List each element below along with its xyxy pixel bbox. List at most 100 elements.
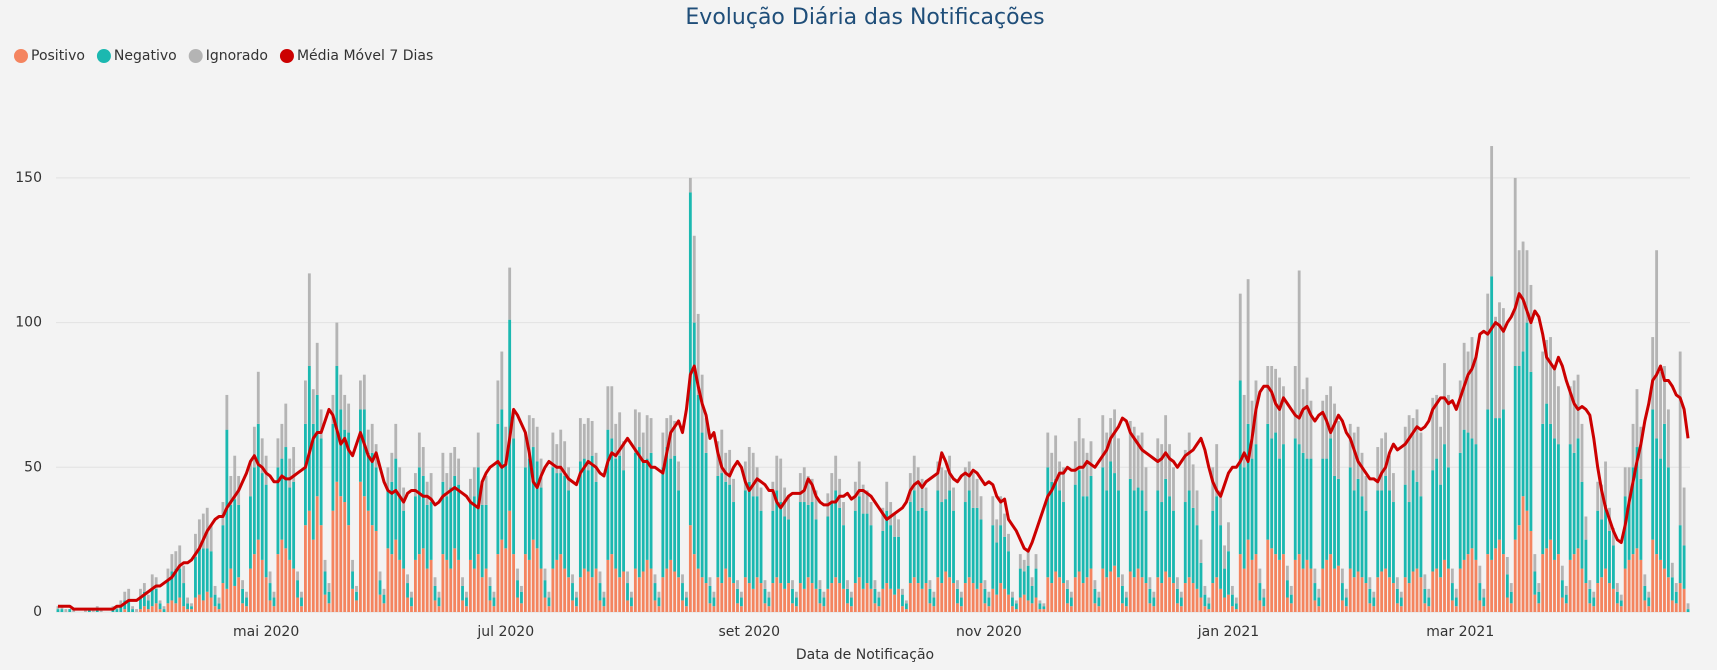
bar-segment: [182, 606, 186, 612]
bar-segment: [1588, 603, 1592, 612]
bar-segment: [940, 583, 944, 612]
bar-segment: [1227, 551, 1230, 595]
bar-segment: [928, 588, 932, 604]
bar-segment: [963, 467, 967, 503]
bar-segment: [1164, 478, 1168, 572]
bar-segment: [508, 510, 512, 612]
bar-segment: [1085, 577, 1089, 612]
bar-segment: [315, 394, 319, 497]
bar-segment: [1030, 577, 1034, 586]
bar-segment: [798, 583, 802, 612]
bar-segment: [245, 591, 248, 598]
bar-segment: [1619, 594, 1623, 601]
bar-segment: [1435, 568, 1439, 612]
bar-segment: [492, 591, 496, 598]
bar-segment: [241, 603, 244, 612]
bar-segment: [256, 371, 260, 424]
bar-segment: [1018, 597, 1022, 612]
bar-segment: [339, 409, 343, 497]
bar-segment: [846, 580, 849, 589]
bar-segment: [245, 597, 248, 607]
bar-segment: [1592, 591, 1596, 598]
bar-segment: [873, 588, 877, 604]
bar-segment: [331, 423, 335, 511]
bar-segment: [1537, 583, 1541, 592]
bar-segment: [1576, 548, 1580, 612]
bar-segment: [1309, 568, 1313, 612]
bar-segment: [626, 583, 629, 601]
bar-segment: [1195, 525, 1199, 589]
bar-segment: [661, 432, 665, 468]
bar-segment: [704, 452, 708, 584]
bar-segment: [1164, 571, 1168, 612]
bar-segment: [814, 490, 818, 520]
bar-segment: [1317, 588, 1321, 598]
bar-segment: [948, 577, 952, 612]
bar-segment: [531, 418, 535, 448]
bar-segment: [1128, 571, 1132, 612]
bar-segment: [1329, 554, 1333, 612]
bar-segment: [751, 496, 755, 589]
bar-segment: [158, 609, 162, 612]
bar-segment: [1309, 400, 1313, 459]
bar-segment: [366, 429, 370, 453]
bar-segment: [1588, 588, 1592, 604]
bar-segment: [618, 455, 622, 578]
bar-segment: [150, 574, 154, 589]
bar-segment: [712, 597, 716, 607]
bar-segment: [260, 438, 264, 474]
bar-segment: [614, 568, 618, 612]
bar-segment: [830, 583, 834, 612]
bar-segment: [1439, 577, 1442, 612]
bar-segment: [802, 588, 806, 612]
bar-segment: [594, 481, 598, 569]
bar-segment: [1478, 565, 1482, 584]
bar-segment: [496, 423, 500, 555]
bar-segment: [256, 423, 260, 540]
bar-segment: [877, 597, 881, 607]
bar-segment: [1494, 548, 1497, 612]
bar-segment: [1042, 609, 1046, 612]
bar-segment: [370, 452, 374, 526]
bar-segment: [1678, 525, 1682, 584]
bar-segment: [1352, 577, 1356, 612]
bar-segment: [1105, 490, 1109, 578]
bar-segment: [1050, 583, 1054, 612]
bar-segment: [1580, 481, 1584, 569]
bar-segment: [1152, 591, 1156, 598]
bar-segment: [323, 559, 327, 572]
bar-segment: [1003, 536, 1006, 589]
bar-segment: [1537, 603, 1541, 612]
bar-segment: [394, 458, 398, 540]
bar-segment: [712, 606, 716, 612]
bar-segment: [433, 585, 437, 601]
bar-segment: [484, 568, 488, 612]
bar-segment: [1458, 452, 1462, 569]
bar-segment: [457, 559, 461, 612]
bar-segment: [991, 588, 995, 612]
bar-segment: [142, 606, 146, 612]
bar-segment: [959, 597, 963, 607]
bar-segment: [465, 597, 468, 607]
bar-segment: [1337, 420, 1340, 479]
bar-segment: [1238, 293, 1242, 381]
bar-segment: [751, 452, 755, 497]
bar-segment: [1553, 366, 1556, 439]
bar-segment: [696, 313, 700, 395]
bar-segment: [1666, 409, 1670, 468]
bar-segment: [162, 606, 166, 610]
bar-segment: [1557, 444, 1560, 555]
bar-segment: [1454, 588, 1458, 598]
bar-segment: [932, 606, 936, 612]
bar-segment: [1549, 539, 1552, 612]
bar-segment: [999, 525, 1003, 584]
bar-segment: [936, 577, 940, 612]
bar-segment: [1513, 539, 1517, 612]
bar-segment: [1293, 366, 1297, 439]
bar-segment: [1572, 554, 1576, 612]
bar-segment: [1062, 583, 1065, 612]
bar-segment: [508, 319, 512, 511]
bar-segment: [763, 588, 767, 604]
bar-segment: [229, 504, 233, 569]
bar-segment: [1486, 554, 1490, 612]
